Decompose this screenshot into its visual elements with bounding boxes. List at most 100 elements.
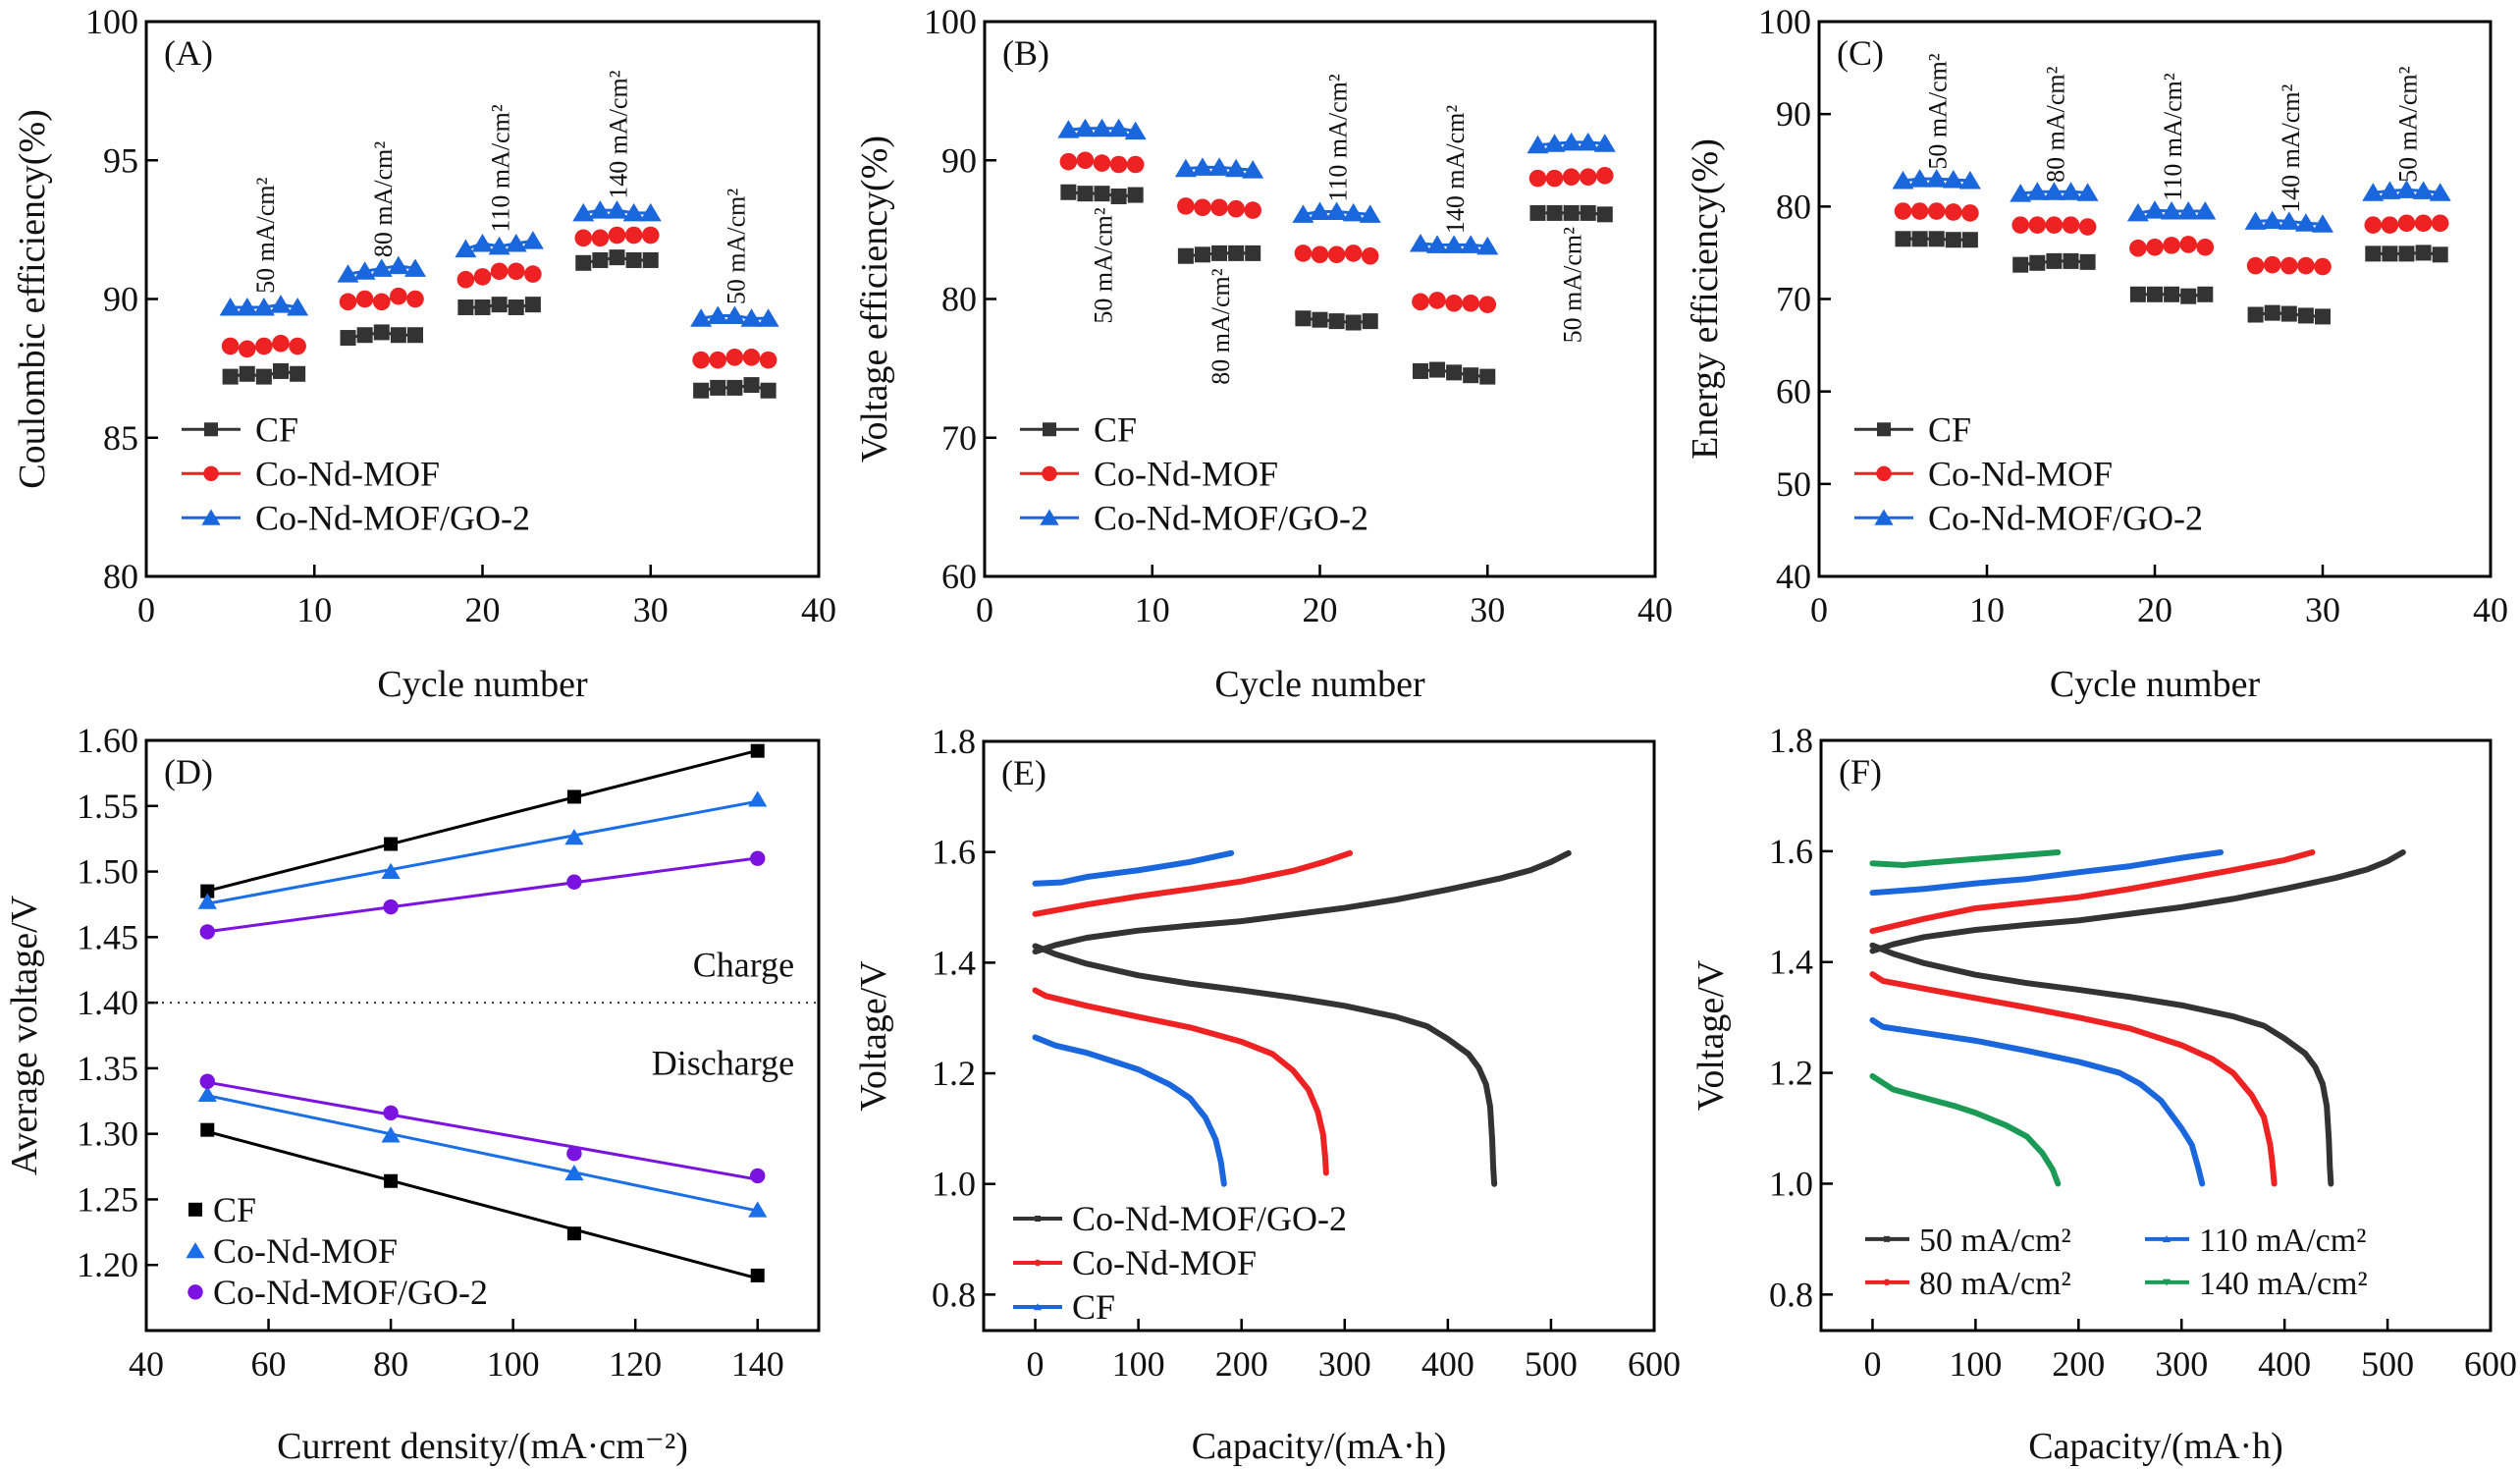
data-point	[337, 264, 359, 283]
data-point	[1961, 204, 1979, 222]
data-point	[390, 327, 406, 344]
data-point	[1110, 188, 1127, 204]
data-point	[591, 229, 610, 247]
data-point	[406, 290, 424, 308]
x-tick-label: 30	[1470, 590, 1505, 629]
x-tick-label: 20	[465, 590, 501, 629]
data-point	[2079, 253, 2096, 270]
x-tick-label: 0	[1863, 1344, 1881, 1384]
series-cf	[1895, 231, 2448, 325]
x-tick-label: 60	[251, 1344, 287, 1384]
data-point	[1227, 199, 1245, 218]
data-point	[2362, 183, 2385, 201]
data-point	[566, 1226, 581, 1241]
y-tick-label: 1.20	[77, 1245, 138, 1284]
y-tick-label: 0.8	[1769, 1275, 1813, 1314]
data-point	[2397, 214, 2416, 233]
data-point	[1126, 155, 1145, 174]
legend-label: Co-Nd-MOF	[1072, 1243, 1257, 1282]
panel-b: 0 10 20 30 40 60 70 80 90 100 Cycle number Voltage …	[854, 2, 1673, 705]
panel-label: (C)	[1837, 33, 1884, 73]
panel-e: 0 100 200 300 400 500 600 0.8 1.0 1.2 1.4 1.6 1.8 Cap…	[853, 722, 1681, 1467]
data-point	[2246, 256, 2265, 275]
data-point	[1927, 202, 1946, 220]
series-co-nd-mof	[197, 790, 768, 1218]
data-point	[456, 270, 475, 289]
charge-curve	[1869, 848, 2406, 954]
data-point	[692, 351, 710, 369]
data-point	[407, 327, 423, 344]
current-density-annotation: 110 mA/cm²	[487, 104, 515, 233]
data-point	[384, 1173, 399, 1188]
data-point	[1409, 234, 1431, 252]
data-point	[404, 258, 426, 277]
data-point	[639, 202, 662, 222]
legend-label: CF	[1928, 409, 1971, 449]
data-point	[2244, 211, 2267, 230]
data-point	[1545, 169, 1564, 188]
data-point	[1361, 246, 1379, 265]
current-density-annotation: 50 mA/cm²	[1924, 53, 1953, 169]
x-tick-label: 300	[1318, 1344, 1371, 1384]
x-axis-label: Cycle number	[2050, 664, 2261, 705]
data-point	[373, 324, 390, 341]
panel-label: (A)	[164, 33, 213, 73]
x-tick-label: 40	[1637, 590, 1673, 629]
legend-marker	[1034, 1259, 1042, 1267]
data-point	[2263, 255, 2281, 274]
data-point	[255, 337, 273, 355]
discharge-curve	[1032, 987, 1329, 1176]
data-point	[2010, 184, 2032, 202]
data-point	[2078, 218, 2097, 236]
data-point	[1060, 184, 1077, 200]
series-80-ma-cm-	[1869, 848, 2316, 1187]
series-co-nd-mof-go-2	[219, 200, 779, 327]
fit-line	[206, 1094, 759, 1213]
data-point	[608, 226, 626, 245]
y-tick-label: 1.60	[77, 721, 138, 760]
data-point	[339, 293, 357, 311]
charge-curve	[1032, 849, 1235, 887]
data-point	[1443, 235, 1466, 253]
data-point	[2431, 214, 2449, 233]
legend-label: CF	[213, 1190, 256, 1229]
current-density-annotation: 140 mA/cm²	[1441, 105, 1470, 234]
x-tick-label: 100	[1949, 1344, 2002, 1384]
x-tick-label: 500	[1525, 1344, 1578, 1384]
x-tick-label: 400	[2258, 1344, 2311, 1384]
legend-marker	[1876, 465, 1892, 481]
data-point	[252, 297, 275, 316]
data-point	[1359, 204, 1381, 223]
legend-label: Co-Nd-MOF	[1928, 454, 2113, 493]
data-point	[622, 202, 645, 222]
data-point	[471, 234, 494, 252]
y-tick-label: 90	[1776, 94, 1811, 134]
legend-label: CF	[1072, 1287, 1115, 1327]
data-point	[1245, 245, 1261, 261]
data-point	[1945, 232, 1961, 248]
data-point	[750, 1168, 766, 1184]
current-density-annotation: 110 mA/cm²	[1324, 74, 1353, 202]
x-tick-label: 20	[1303, 590, 1338, 629]
current-density-annotation: 50 mA/cm²	[1090, 207, 1118, 323]
legend-label: CF	[255, 409, 298, 449]
data-point	[521, 231, 544, 249]
x-tick-label: 100	[1112, 1344, 1165, 1384]
data-point	[575, 254, 592, 271]
data-point	[273, 362, 289, 379]
data-point	[2412, 181, 2435, 199]
data-point	[1244, 201, 1261, 219]
data-point	[1462, 294, 1479, 312]
data-point	[1177, 247, 1194, 264]
current-density-annotation: 140 mA/cm²	[605, 70, 633, 198]
legend-marker	[1033, 1303, 1043, 1311]
data-point	[564, 829, 584, 845]
x-tick-label: 0	[137, 590, 155, 629]
data-point	[1074, 118, 1097, 137]
data-point	[474, 299, 491, 315]
data-point	[2011, 216, 2029, 234]
y-tick-label: 80	[1776, 187, 1811, 226]
data-point	[473, 268, 492, 286]
discharge-curve	[1032, 943, 1498, 1187]
